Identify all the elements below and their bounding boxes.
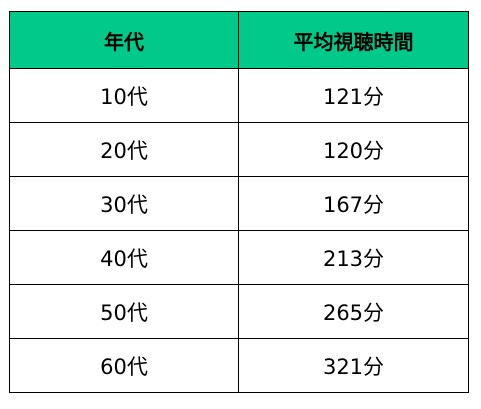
viewing-time-cell: 265分	[238, 284, 469, 339]
table-row: 60代 321分	[9, 338, 469, 393]
age-group-cell: 20代	[9, 122, 239, 177]
header-row: 年代 平均視聴時間	[9, 11, 469, 69]
viewing-time-cell: 321分	[238, 338, 469, 393]
viewing-time-cell: 213分	[238, 230, 469, 285]
age-group-cell: 30代	[9, 176, 239, 231]
age-group-cell: 40代	[9, 230, 239, 285]
table-row: 10代 121分	[9, 68, 469, 123]
table-row: 50代 265分	[9, 284, 469, 339]
table-row: 20代 120分	[9, 122, 469, 177]
table-row: 40代 213分	[9, 230, 469, 285]
age-group-cell: 10代	[9, 68, 239, 123]
viewing-time-cell: 120分	[238, 122, 469, 177]
table-row: 30代 167分	[9, 176, 469, 231]
age-group-cell: 60代	[9, 338, 239, 393]
header-average-viewing-time: 平均視聴時間	[238, 11, 469, 69]
viewing-time-cell: 167分	[238, 176, 469, 231]
viewing-time-cell: 121分	[238, 68, 469, 123]
age-group-cell: 50代	[9, 284, 239, 339]
viewing-time-table: 年代 平均視聴時間 10代 121分 20代 120分 30代 167分 40代…	[9, 11, 469, 393]
header-age-group: 年代	[9, 11, 239, 69]
